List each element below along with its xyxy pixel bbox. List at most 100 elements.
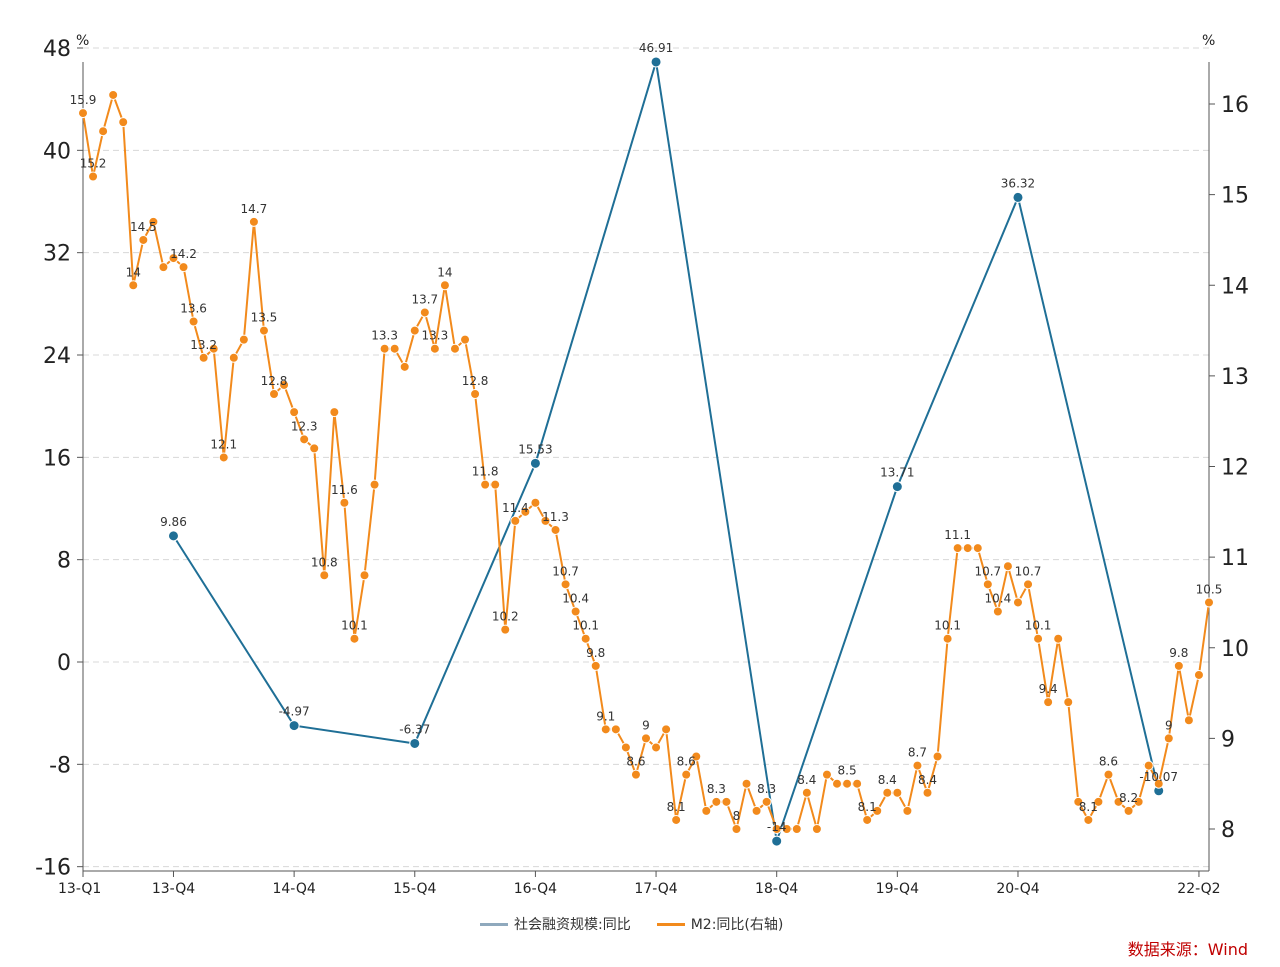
m2-point [1123, 805, 1134, 816]
left-tick-label: 16 [43, 446, 71, 471]
m2-point [128, 280, 139, 291]
x-tick-label: 18-Q4 [755, 881, 798, 897]
m2-point [781, 824, 792, 834]
m2-data-label: 13.2 [190, 338, 217, 352]
m2-point [248, 216, 259, 227]
m2-point [178, 262, 189, 273]
m2-point [510, 515, 521, 526]
m2-point [470, 389, 481, 399]
m2-point [590, 660, 601, 671]
x-tick-label: 13-Q1 [58, 881, 101, 897]
m2-point [349, 633, 360, 644]
m2-point [791, 824, 802, 834]
m2-data-label: 15.9 [70, 93, 97, 107]
x-tick-label: 19-Q4 [876, 881, 919, 897]
tsf-data-label: 9.86 [160, 515, 187, 529]
m2-data-label: 10.4 [562, 592, 589, 606]
m2-point [832, 778, 843, 789]
m2-data-label: 13.6 [180, 302, 207, 316]
legend-item-m2[interactable]: M2:同比(右轴) [656, 914, 784, 934]
m2-data-label: 12.3 [291, 419, 318, 433]
tsf-point [650, 56, 662, 68]
m2-point [1053, 633, 1064, 644]
m2-point [852, 778, 863, 789]
m2-point [409, 325, 420, 336]
m2-point [258, 325, 269, 336]
right-tick-label: 8 [1221, 818, 1235, 843]
m2-point [862, 814, 873, 825]
m2-point [329, 407, 340, 418]
m2-point [319, 570, 330, 581]
m2-point [550, 524, 561, 535]
m2-data-label: 8.4 [878, 773, 897, 787]
m2-point [811, 824, 822, 834]
m2-point [912, 760, 923, 771]
m2-point [741, 778, 752, 789]
m2-point [1002, 561, 1013, 572]
m2-data-label: 9 [642, 718, 650, 732]
m2-data-label: 10.1 [572, 619, 599, 633]
m2-data-label: 9.8 [1169, 646, 1188, 660]
m2-data-label: 8.6 [626, 755, 645, 769]
m2-point [691, 751, 702, 762]
left-tick-label: 32 [43, 242, 71, 267]
m2-point [1153, 778, 1164, 789]
x-tick-label: 16-Q4 [514, 881, 557, 897]
m2-point [1173, 660, 1184, 671]
tsf-point [771, 835, 783, 847]
m2-point [540, 515, 551, 526]
m2-data-label: 12.8 [261, 374, 288, 388]
m2-point [238, 334, 249, 345]
m2-point [842, 778, 853, 789]
m2-point [168, 253, 179, 264]
m2-data-label: 12.8 [462, 374, 489, 388]
legend: 社会融资规模:同比 M2:同比(右轴) [480, 914, 783, 934]
x-tick-label: 20-Q4 [996, 881, 1039, 897]
m2-data-label: 10.5 [1196, 582, 1223, 596]
m2-data-label: 14.5 [130, 220, 157, 234]
m2-point [439, 280, 450, 291]
m2-point [158, 262, 169, 273]
m2-point [449, 343, 460, 354]
tsf-data-label: -4.97 [279, 705, 310, 719]
tsf-point [167, 530, 179, 542]
m2-data-label: 9.1 [596, 709, 615, 723]
m2-point [78, 108, 88, 119]
m2-data-label: 13.7 [411, 292, 438, 306]
legend-item-tsf[interactable]: 社会融资规模:同比 [480, 914, 631, 934]
m2-data-label: 8.7 [908, 746, 927, 760]
m2-point [751, 805, 762, 816]
tsf-point [1012, 191, 1024, 203]
tsf-data-label: 13.71 [880, 466, 914, 480]
m2-point [701, 805, 712, 816]
m2-point [570, 606, 581, 617]
m2-data-label: 11.3 [542, 510, 569, 524]
x-tick-label: 14-Q4 [272, 881, 315, 897]
m2-point [289, 407, 300, 418]
tsf-point [529, 457, 541, 469]
m2-point [379, 343, 390, 354]
tsf-data-label: -6.37 [399, 722, 430, 736]
m2-point [138, 234, 149, 245]
m2-data-label: 10.4 [985, 592, 1012, 606]
m2-data-label: 8.6 [1099, 755, 1118, 769]
right-axis-unit: % [1202, 33, 1215, 49]
m2-data-label: 8.2 [1119, 791, 1138, 805]
m2-data-label: 8 [733, 809, 741, 823]
m2-point [299, 434, 310, 445]
m2-point [228, 352, 239, 363]
m2-point [419, 307, 430, 318]
right-tick-label: 11 [1221, 546, 1249, 571]
m2-data-label: 13.5 [251, 311, 278, 325]
m2-point [721, 796, 732, 807]
m2-data-label: 9 [1165, 718, 1173, 732]
legend-label-m2: M2:同比(右轴) [690, 917, 784, 933]
m2-point [600, 724, 611, 735]
tsf-point [409, 737, 421, 749]
series-tsf [167, 56, 1165, 847]
m2-point [369, 479, 380, 490]
m2-data-label: 10.8 [311, 555, 338, 569]
m2-data-label: 8.1 [667, 800, 686, 814]
m2-point [480, 479, 491, 490]
